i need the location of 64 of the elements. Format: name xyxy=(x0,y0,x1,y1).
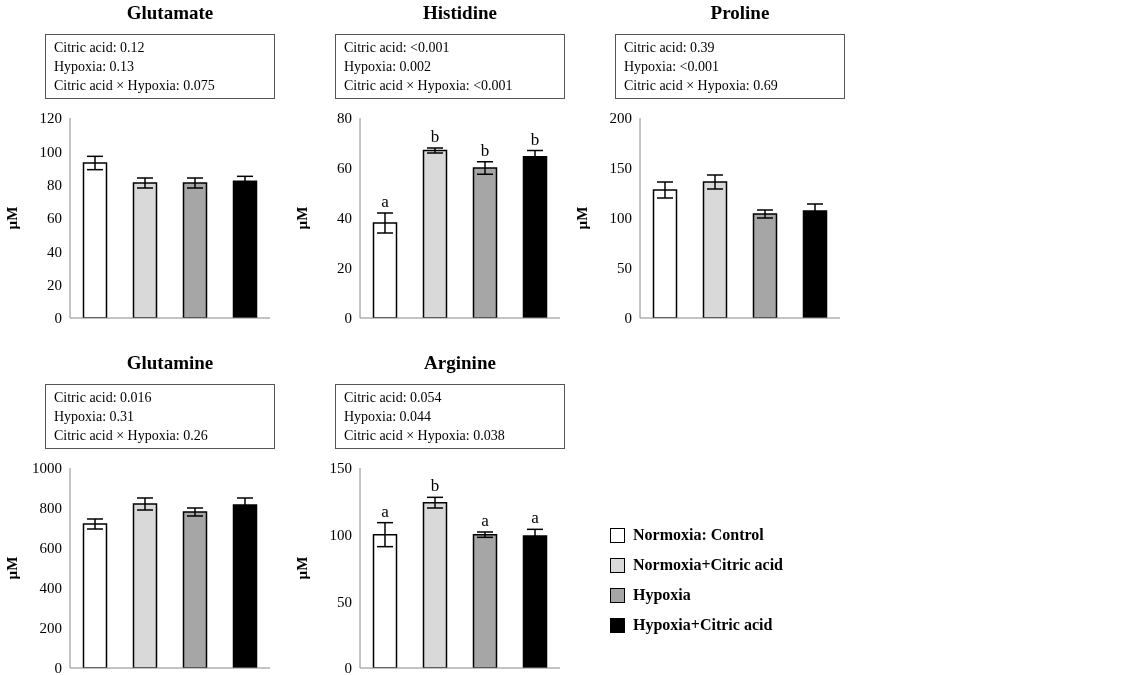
data-label: b xyxy=(430,127,440,146)
y-axis-title: µM xyxy=(294,556,311,580)
legend-label: Normoxia: Control xyxy=(633,526,764,544)
y-tick-label: 20 xyxy=(47,276,62,293)
text: Citric acid: <0.001 xyxy=(344,39,451,57)
y-tick-label: 150 xyxy=(329,460,352,477)
y-tick-label: 50 xyxy=(337,593,352,610)
chart-title: Arginine xyxy=(423,352,497,374)
chart-title: Histidine xyxy=(422,2,498,24)
text: Hypoxia: 0.31 xyxy=(54,408,136,426)
y-axis-title: µM xyxy=(574,206,591,230)
text: Citric acid: 0.016 xyxy=(54,389,153,407)
y-tick-label: 100 xyxy=(329,526,352,543)
data-label: a xyxy=(531,508,540,528)
legend-label: Normoxia+Citric acid xyxy=(633,556,783,574)
y-tick-label: 60 xyxy=(47,210,62,227)
legend-label: Hypoxia+Citric acid xyxy=(633,616,773,634)
text: Citric acid: 0.12 xyxy=(54,39,146,57)
y-tick-label: 80 xyxy=(337,110,352,127)
text: Citric acid × Hypoxia: 0.69 xyxy=(624,77,779,95)
text: Citric acid: 0.054 xyxy=(344,389,443,407)
y-tick-label: 0 xyxy=(344,310,352,327)
text: Hypoxia: <0.001 xyxy=(624,58,720,76)
y-tick-label: 800 xyxy=(39,500,62,517)
y-tick-label: 0 xyxy=(54,660,62,675)
text: Hypoxia: 0.044 xyxy=(344,408,433,426)
y-tick-label: 200 xyxy=(39,620,62,637)
y-tick-label: 120 xyxy=(39,110,62,127)
y-axis-title: µM xyxy=(294,206,311,230)
y-tick-label: 0 xyxy=(54,310,62,327)
y-tick-label: 50 xyxy=(617,260,632,277)
text: Citric acid: 0.39 xyxy=(624,39,716,57)
y-tick-label: 100 xyxy=(39,143,62,160)
chart-title: Proline xyxy=(709,2,771,24)
y-tick-label: 0 xyxy=(344,660,352,675)
y-tick-label: 0 xyxy=(624,310,632,327)
y-tick-label: 80 xyxy=(47,176,62,193)
text: Hypoxia: 0.002 xyxy=(344,58,433,76)
y-tick-label: 1000 xyxy=(32,460,62,477)
y-tick-label: 150 xyxy=(609,160,632,177)
y-tick-label: 40 xyxy=(337,210,352,227)
text: Citric acid × Hypoxia: 0.075 xyxy=(54,77,216,95)
data-label: a xyxy=(381,192,390,211)
y-tick-label: 600 xyxy=(39,540,62,557)
data-label: a xyxy=(381,501,390,521)
y-axis-title: µM xyxy=(4,556,21,580)
chart-title: Glutamine xyxy=(125,352,215,374)
legend-label: Hypoxia xyxy=(633,586,691,604)
text: Citric acid × Hypoxia: 0.26 xyxy=(54,427,209,445)
y-axis-title: µM xyxy=(4,206,21,230)
y-tick-label: 200 xyxy=(609,110,632,127)
y-tick-label: 100 xyxy=(609,210,632,227)
y-tick-label: 20 xyxy=(337,260,352,277)
data-label: b xyxy=(480,140,490,160)
data-label: b xyxy=(430,476,440,496)
text: Hypoxia: 0.13 xyxy=(54,58,136,76)
y-tick-label: 40 xyxy=(47,243,62,260)
y-tick-label: 400 xyxy=(39,580,62,597)
chart-title: Glutamate xyxy=(125,2,215,24)
text: Citric acid × Hypoxia: <0.001 xyxy=(344,77,514,95)
data-label: a xyxy=(481,511,490,530)
y-tick-label: 60 xyxy=(337,160,352,177)
text: Citric acid × Hypoxia: 0.038 xyxy=(344,427,506,445)
data-label: b xyxy=(530,129,540,149)
